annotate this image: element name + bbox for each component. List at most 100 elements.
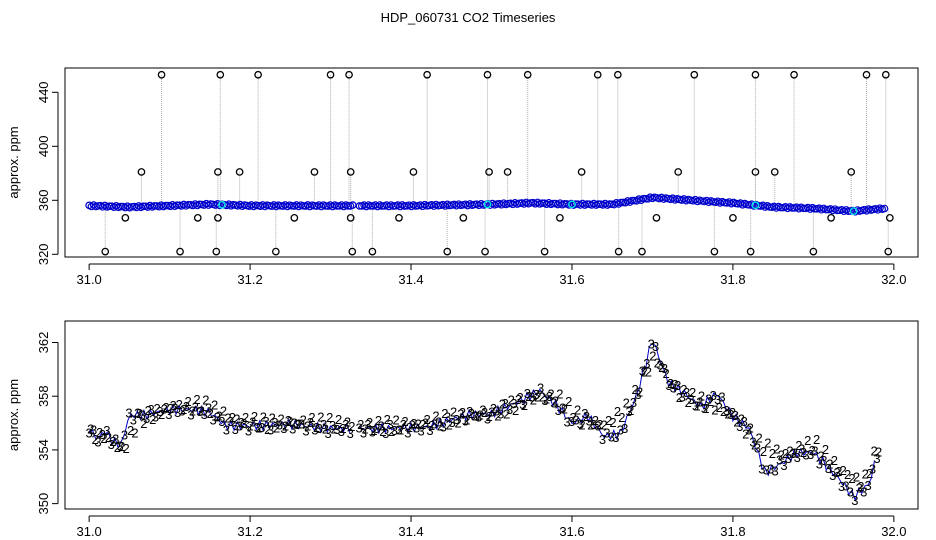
series-3-marker: 3	[665, 378, 672, 393]
series-3-marker: 3	[183, 399, 190, 414]
series-2-marker: 2	[543, 392, 550, 407]
series-2-marker: 2	[415, 416, 422, 431]
series-2-marker: 2	[215, 409, 222, 424]
series-3-marker: 3	[462, 413, 469, 428]
x-tick-label: 32.0	[881, 524, 906, 539]
series-3-marker: 3	[285, 413, 292, 428]
baseline-point	[628, 196, 636, 205]
series-2-marker: 2	[162, 400, 169, 415]
series-3-marker: 3	[661, 361, 668, 376]
y-tick-label: 320	[36, 243, 51, 265]
outlier-point	[483, 70, 492, 79]
series-2-marker: 2	[490, 401, 497, 416]
outlier-point	[556, 214, 564, 222]
series-2-marker: 2	[667, 376, 674, 391]
outlier-point	[729, 214, 737, 222]
series-2-marker: 2	[747, 420, 754, 435]
series-3-marker: 3	[444, 409, 451, 424]
series-3-marker: 3	[643, 356, 650, 371]
cyan-point	[751, 201, 760, 210]
series-3-marker: 3	[130, 413, 137, 428]
series-2-marker: 2	[778, 448, 785, 463]
series-2-marker: 2	[149, 412, 156, 427]
series-3-marker: 3	[156, 404, 163, 419]
baseline-point	[644, 195, 652, 203]
outlier-point	[613, 70, 622, 79]
series-3-marker: 3	[595, 419, 602, 434]
series-2-marker: 2	[835, 464, 842, 479]
series-3-marker: 3	[329, 418, 336, 433]
series-3-marker: 3	[249, 415, 256, 430]
outlier-point	[523, 70, 532, 79]
series-3-marker: 3	[732, 408, 739, 423]
series-3-marker: 3	[134, 405, 141, 420]
series-3-marker: 3	[245, 423, 252, 438]
series-2-marker: 2	[313, 420, 320, 435]
series-2-marker: 2	[680, 382, 687, 397]
outlier-point	[652, 214, 661, 222]
series-2-marker: 2	[663, 366, 670, 381]
series-3-marker: 3	[834, 465, 841, 480]
series-2-marker: 2	[291, 416, 298, 431]
series-2-marker: 2	[193, 392, 200, 407]
series-3-marker: 3	[856, 481, 863, 496]
series-3-marker: 3	[440, 420, 447, 435]
series-2-marker: 2	[702, 401, 709, 416]
series-2-marker: 2	[463, 412, 470, 427]
series-3-marker: 3	[842, 479, 849, 494]
series-2-marker: 2	[384, 412, 391, 427]
series-3-marker: 3	[506, 402, 513, 417]
series-2-marker: 2	[614, 404, 621, 419]
outlier-point	[503, 168, 512, 176]
baseline-point	[759, 201, 767, 210]
series-2-marker: 2	[167, 401, 174, 416]
series-2-marker: 2	[370, 423, 377, 438]
series-3-marker: 3	[302, 423, 309, 438]
series-2-marker: 2	[742, 426, 749, 441]
series-2-marker: 2	[654, 356, 661, 371]
series-2-marker: 2	[282, 418, 289, 433]
series-2-marker: 2	[587, 417, 594, 432]
cyan-point	[483, 200, 492, 209]
series-3-marker: 3	[187, 407, 194, 422]
series-2-marker: 2	[424, 412, 431, 427]
series-3-marker: 3	[847, 484, 854, 499]
outlier-point	[751, 70, 760, 79]
series-2-markers: 2222222222222222222222222222222222222222…	[87, 348, 882, 494]
series-3-marker: 3	[767, 462, 774, 477]
series-3-marker: 3	[741, 414, 748, 429]
series-2-marker: 2	[755, 430, 762, 445]
outlier-point	[346, 168, 355, 176]
series-2-marker: 2	[233, 411, 240, 426]
series-3-marker: 3	[196, 404, 203, 419]
series-3-marker: 3	[316, 421, 323, 436]
series-3-marker: 3	[590, 417, 597, 432]
outlier-point	[176, 247, 184, 256]
series-3-marker: 3	[820, 453, 827, 468]
series-3-marker: 3	[356, 420, 363, 435]
series-3-marker: 3	[869, 462, 876, 477]
series-2-marker: 2	[583, 409, 590, 424]
outlier-point	[212, 247, 221, 256]
series-3-marker: 3	[333, 422, 340, 437]
series-3-marker: 3	[528, 390, 535, 405]
series-3-marker: 3	[754, 440, 761, 455]
series-3-marker: 3	[630, 395, 637, 410]
cyan-point	[568, 200, 576, 209]
series-2-marker: 2	[689, 385, 696, 400]
series-3-marker: 3	[86, 425, 93, 440]
series-3-marker: 3	[99, 427, 106, 442]
outlier-point	[409, 168, 418, 176]
series-3-marker: 3	[794, 450, 801, 465]
series-3-marker: 3	[502, 396, 509, 411]
series-2-marker: 2	[379, 424, 386, 439]
series-3-marker: 3	[497, 406, 504, 421]
series-3-marker: 3	[568, 414, 575, 429]
series-2-marker: 2	[782, 446, 789, 461]
series-2-marker: 2	[401, 414, 408, 429]
series-3-marker: 3	[112, 432, 119, 447]
outlier-point	[346, 214, 355, 222]
series-2-marker: 2	[565, 394, 572, 409]
series-2-marker: 2	[366, 415, 373, 430]
series-2-marker: 2	[406, 420, 413, 435]
